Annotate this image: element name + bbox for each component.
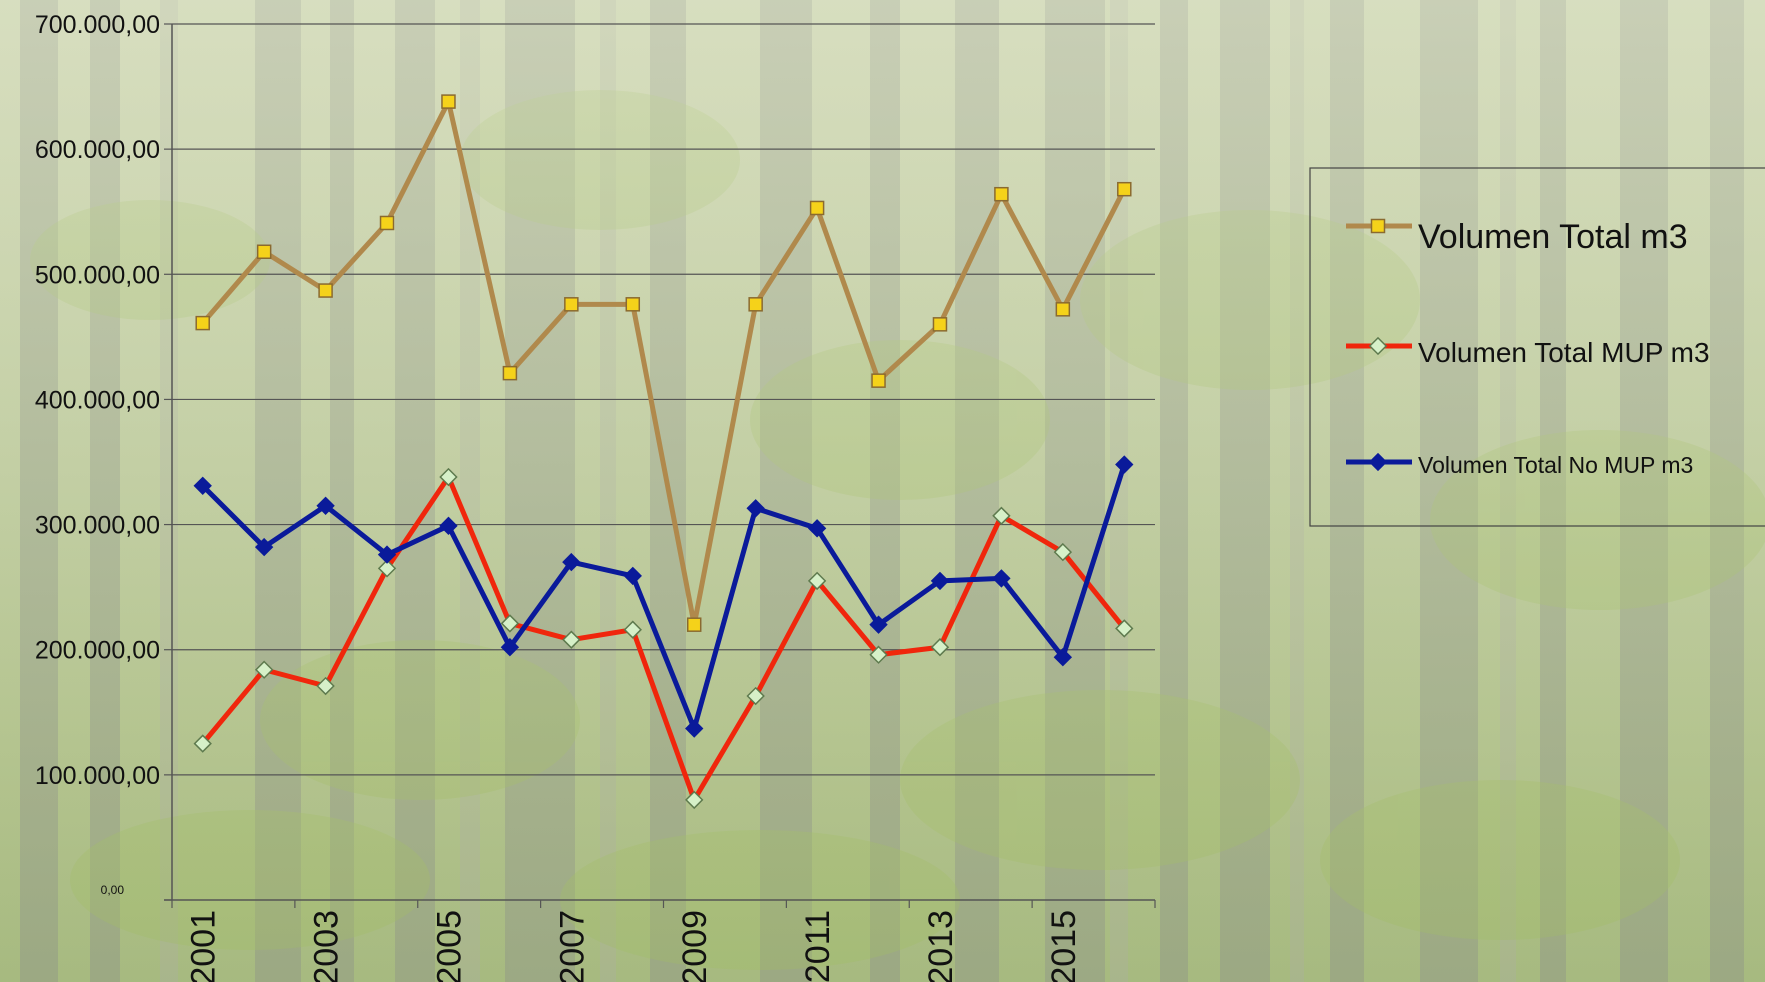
data-point (254, 660, 274, 679)
y-tick-label: 500.000,00 (35, 261, 160, 289)
data-point (930, 638, 950, 657)
data-point (748, 297, 763, 312)
legend-swatch-marker (1368, 336, 1388, 356)
data-point (193, 734, 212, 753)
x-axis-tick-labels: 2001 2003 2005 2007 2009 2011 2013 2015 (185, 910, 1083, 982)
legend-swatch-marker (1368, 452, 1388, 472)
x-tick-label: 2011 (799, 910, 837, 982)
data-point (500, 638, 520, 657)
x-tick-label: 2013 (922, 910, 960, 982)
data-point (193, 476, 212, 495)
data-point (932, 317, 948, 332)
data-point (869, 645, 888, 664)
data-point (1053, 542, 1073, 562)
y-tick-label: 100.000,00 (35, 762, 160, 790)
data-point (746, 686, 765, 706)
y-axis-tick-labels: 700.000,00 600.000,00 500.000,00 400.000,00… (35, 11, 160, 897)
data-point (502, 365, 518, 381)
data-point (1117, 181, 1132, 197)
x-tick-label: 2003 (308, 910, 346, 982)
legend-entry: Volumen Total MUP m3 (1346, 336, 1710, 368)
data-point (746, 499, 765, 518)
data-point (807, 519, 827, 538)
legend-label: Volumen Total No MUP m3 (1418, 452, 1693, 478)
data-point (869, 615, 888, 634)
legend-box (1309, 167, 1765, 527)
x-tick-label: 2001 (185, 910, 223, 982)
data-point (623, 620, 642, 639)
series-volumen-total-no-mup (193, 455, 1134, 738)
data-point (256, 244, 272, 260)
y-tick-label: 400.000,00 (35, 386, 160, 414)
x-tick-label: 2009 (676, 910, 714, 982)
data-point (377, 545, 397, 564)
data-point (992, 506, 1011, 525)
data-point (685, 719, 704, 738)
data-point (318, 283, 333, 298)
data-point (994, 186, 1009, 202)
y-tick-label: 600.000,00 (35, 136, 160, 164)
series-line (200, 474, 1127, 803)
data-point (562, 552, 581, 572)
legend: Volumen Total m3 Volumen Total MUP m3 Volu… (1309, 167, 1765, 527)
data-point (930, 571, 950, 591)
gridlines (164, 23, 1155, 901)
legend-swatch-marker (1370, 218, 1386, 234)
series-volumen-total (195, 94, 1132, 632)
series-line (200, 463, 1127, 732)
data-point (807, 571, 827, 591)
data-point (1055, 302, 1071, 317)
data-point (441, 94, 456, 109)
data-point (500, 614, 520, 633)
data-point (379, 215, 395, 231)
legend-entry: Volumen Total m3 (1346, 218, 1688, 256)
series-lines (193, 94, 1134, 810)
data-point (685, 790, 704, 810)
data-point (809, 200, 825, 216)
data-point (562, 630, 581, 649)
data-point (1115, 619, 1134, 638)
data-point (992, 569, 1011, 588)
data-point (625, 297, 641, 312)
legend-label: Volumen Total m3 (1418, 218, 1688, 256)
data-point (439, 516, 458, 536)
legend-label: Volumen Total MUP m3 (1418, 337, 1710, 368)
x-tick-label: 2015 (1045, 910, 1083, 982)
legend-entry: Volumen Total No MUP m3 (1346, 452, 1693, 478)
y-tick-label: 200.000,00 (35, 637, 160, 665)
data-point (564, 297, 579, 312)
y-tick-label: 700.000,00 (35, 11, 160, 39)
series-line (200, 99, 1127, 628)
data-point (871, 373, 886, 388)
data-point (1115, 455, 1134, 474)
x-tick-label: 2007 (553, 910, 591, 982)
data-point (686, 617, 702, 632)
series-volumen-total-mup (193, 467, 1134, 810)
data-point (195, 315, 210, 331)
y-tick-label: 300.000,00 (35, 512, 160, 540)
data-point (623, 566, 642, 586)
data-point (377, 559, 397, 578)
data-point (316, 676, 335, 696)
y-tick-label: 0,00 (101, 883, 125, 897)
x-tick-label: 2005 (430, 910, 468, 982)
data-point (254, 537, 274, 557)
axes (164, 24, 1156, 908)
data-point (1053, 648, 1073, 667)
data-point (439, 467, 458, 487)
data-point (316, 496, 335, 515)
